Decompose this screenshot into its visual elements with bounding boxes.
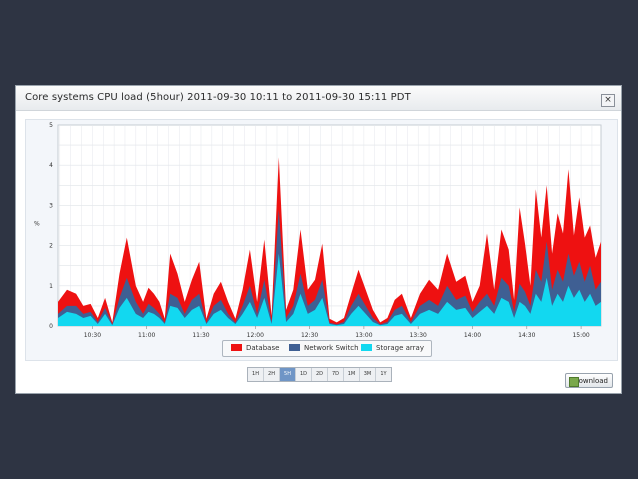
x-tick-label: 14:30 <box>518 332 535 339</box>
range-button-2d[interactable]: 2D <box>312 368 328 381</box>
chart-dialog: Core systems CPU load (5hour) 2011-09-30… <box>15 85 622 394</box>
download-icon <box>569 377 579 387</box>
x-tick-label: 11:00 <box>138 332 155 339</box>
series-area-database <box>58 157 601 326</box>
range-button-1y[interactable]: 1Y <box>380 371 387 377</box>
legend-label-database: Database <box>246 344 280 352</box>
y-tick-label: 3 <box>49 202 53 209</box>
chart-panel: 0 1 2 3 4 5% 10:30 11:00 11:30 12:00 12:30 13:00 13:… <box>25 119 618 361</box>
legend-item-database[interactable]: Database <box>231 344 279 352</box>
chart-legend: Database Network Switch Storage array <box>222 340 432 357</box>
download-button[interactable]: Download <box>565 373 613 388</box>
range-button-1m[interactable]: 1M <box>344 368 360 381</box>
legend-swatch-network-switch <box>289 344 300 351</box>
x-tick-label: 11:30 <box>192 332 209 339</box>
y-tick-label: 0 <box>49 323 53 330</box>
y-tick-label: 1 <box>49 283 53 290</box>
x-tick-label: 12:00 <box>247 332 264 339</box>
x-tick-label: 13:30 <box>410 332 427 339</box>
y-tick-label: 4 <box>49 162 53 169</box>
close-button[interactable]: × <box>601 94 615 107</box>
range-button-2h[interactable]: 2H <box>264 368 280 381</box>
legend-swatch-storage-array <box>361 344 372 351</box>
y-axis-label: % <box>34 221 40 228</box>
x-tick-label: 14:00 <box>464 332 481 339</box>
time-range-selector: 1H 2H 5H 1D 2D 7D 1M 3M 1Y <box>247 367 392 382</box>
y-tick-label: 5 <box>49 122 53 129</box>
legend-label-network-switch: Network Switch <box>304 344 359 352</box>
legend-item-network-switch[interactable]: Network Switch <box>289 344 359 352</box>
y-tick-label: 2 <box>49 243 53 250</box>
x-tick-label: 13:00 <box>355 332 372 339</box>
series-area-network-switch <box>58 209 601 326</box>
legend-item-storage-array[interactable]: Storage array <box>361 344 424 352</box>
x-tick-label: 12:30 <box>301 332 318 339</box>
legend-label-storage-array: Storage array <box>376 344 424 352</box>
download-label: Download <box>573 377 608 385</box>
x-tick-label: 15:00 <box>572 332 589 339</box>
range-button-1h[interactable]: 1H <box>248 368 264 381</box>
series-area-storage-array <box>58 253 601 326</box>
legend-swatch-database <box>231 344 242 351</box>
range-button-5h[interactable]: 5H <box>280 368 296 381</box>
x-tick-label: 10:30 <box>84 332 101 339</box>
range-button-1d[interactable]: 1D <box>296 368 312 381</box>
range-button-7d[interactable]: 7D <box>328 368 344 381</box>
dialog-title: Core systems CPU load (5hour) 2011-09-30… <box>25 92 411 103</box>
range-button-3m[interactable]: 3M <box>360 368 376 381</box>
cpu-load-chart: 0 1 2 3 4 5% 10:30 11:00 11:30 12:00 12:30 13:00 13:… <box>34 122 602 339</box>
dialog-titlebar: Core systems CPU load (5hour) 2011-09-30… <box>16 86 621 111</box>
